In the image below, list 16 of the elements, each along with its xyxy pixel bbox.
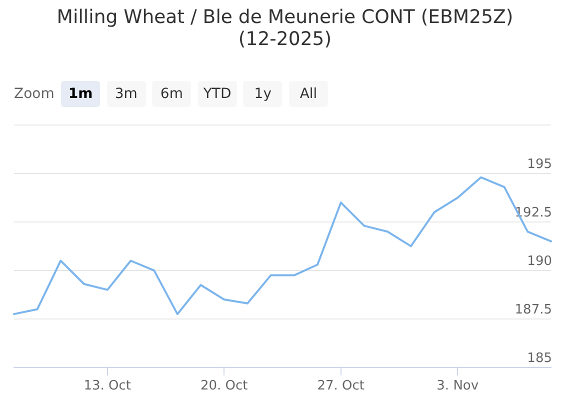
y-tick-label: 190 — [527, 254, 552, 269]
y-tick-label: 185 — [527, 350, 552, 366]
x-tick-label: 20. Oct — [200, 378, 248, 394]
y-tick-label: 187.5 — [514, 302, 552, 318]
range-button[interactable]: 6m — [152, 81, 192, 107]
x-tick-label: 3. Nov — [436, 378, 479, 394]
y-tick-label: 195 — [527, 156, 552, 172]
range-button[interactable]: All — [289, 81, 328, 107]
text: Zoom — [14, 85, 54, 104]
range-button[interactable]: 1y — [243, 81, 282, 107]
range-button[interactable]: 3m — [106, 81, 146, 107]
x-tick-label: 27. Oct — [317, 378, 365, 394]
chart-title: Milling Wheat / Ble de Meunerie CONT (EBM25Z) (12-2025) — [56, 7, 514, 51]
range-button[interactable]: 1m — [61, 81, 100, 107]
x-tick-label: 13. Oct — [84, 378, 132, 394]
range-button[interactable]: YTD — [198, 81, 237, 107]
